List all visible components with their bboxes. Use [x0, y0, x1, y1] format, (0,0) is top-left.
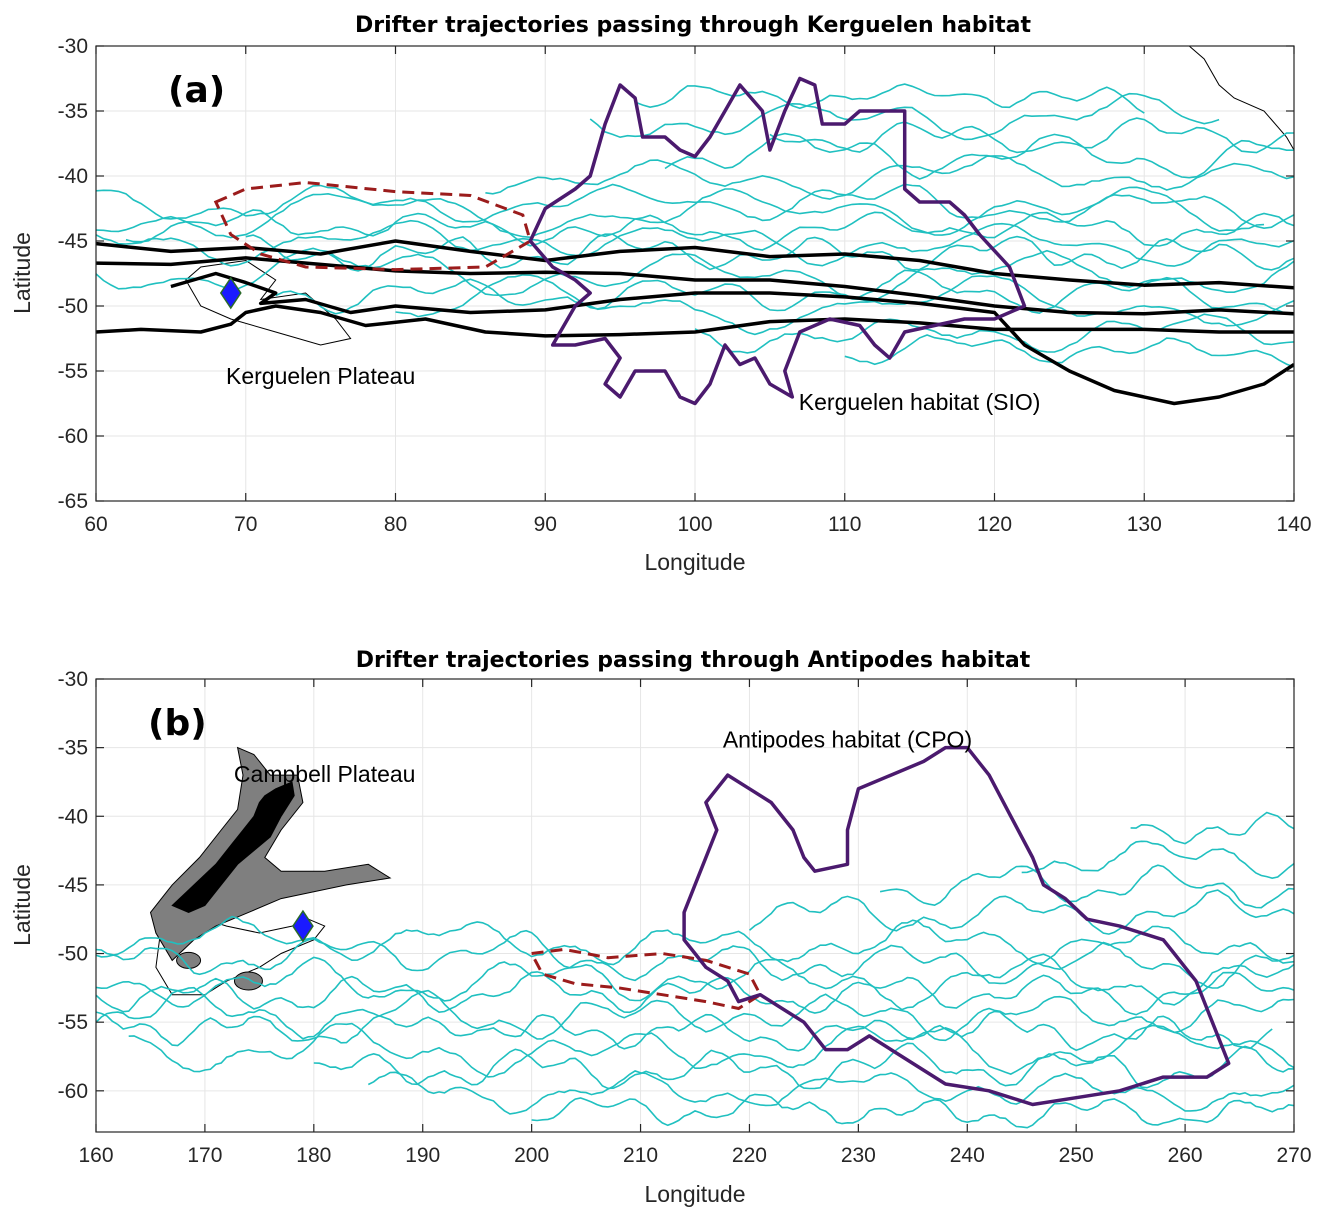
dashed-loop	[213, 180, 533, 272]
panel-b-ticks: 160 170 180 190 200 210 220 230 240 250 260 270 -30 -…	[58, 668, 1312, 1167]
y-tick-label: -40	[58, 805, 88, 828]
x-tick-label: 230	[841, 1144, 876, 1167]
panel-b-annotation-habitat: Antipodes habitat (CPO)	[723, 727, 972, 753]
drifter-track	[589, 92, 1220, 141]
y-tick-label: -35	[58, 737, 88, 760]
front-2	[96, 256, 1294, 316]
new-zealand-land	[171, 781, 295, 913]
x-tick-label: 110	[828, 513, 861, 536]
shelf-island	[233, 971, 263, 991]
panel-b-annotation-plateau: Campbell Plateau	[234, 761, 416, 787]
x-tick-label: 260	[1168, 1144, 1203, 1167]
y-tick-label: -50	[58, 295, 88, 318]
y-tick-label: -55	[58, 360, 88, 383]
panel-b-plot-area	[96, 745, 1294, 1129]
drifter-track	[879, 864, 1294, 909]
x-tick-label: 190	[405, 1144, 440, 1167]
drifter-track	[694, 313, 1294, 354]
y-tick-label: -60	[58, 425, 88, 448]
shelf-island	[176, 951, 202, 969]
drifter-track	[128, 1022, 1294, 1078]
front-1	[96, 239, 1294, 290]
drifter-track	[275, 269, 1294, 316]
x-tick-label: 140	[1276, 513, 1311, 536]
x-tick-label: 120	[977, 513, 1012, 536]
panel-b-axes-frame	[95, 678, 1295, 1133]
x-tick-label: 100	[677, 513, 712, 536]
panel-a-annotation-habitat: Kerguelen habitat (SIO)	[799, 389, 1041, 415]
x-tick-label: 80	[384, 513, 407, 536]
y-tick-label: -65	[58, 490, 88, 513]
coast-outline	[1188, 46, 1294, 151]
y-tick-label: -50	[58, 943, 88, 966]
drifter-track	[96, 929, 1294, 989]
x-tick-label: 70	[234, 513, 257, 536]
drifter-track	[748, 889, 1294, 935]
panel-a-ylabel: Latitude	[9, 232, 35, 314]
drifter-track	[769, 117, 1294, 154]
drifter-track	[664, 132, 1294, 180]
panel-b-chart: Drifter trajectories passing through Ant…	[9, 648, 1312, 1207]
panel-b-title: Drifter trajectories passing through Ant…	[356, 648, 1031, 673]
y-tick-label: -55	[58, 1011, 88, 1034]
panel-a-chart: Drifter trajectories passing through Ker…	[9, 13, 1312, 575]
panel-a-label: (a)	[168, 70, 225, 111]
dashed-loop	[529, 947, 763, 1011]
y-tick-label: -60	[58, 1080, 88, 1103]
habitat-outline	[528, 76, 1027, 406]
x-tick-label: 240	[950, 1144, 985, 1167]
drifter-track	[245, 233, 1294, 272]
drifter-track	[634, 83, 1145, 114]
x-tick-label: 250	[1059, 1144, 1094, 1167]
panel-a-plot-area	[96, 46, 1294, 406]
habitat-outline	[682, 745, 1231, 1107]
y-tick-label: -35	[58, 100, 88, 123]
drifter-track	[313, 1042, 1294, 1090]
drifter-track	[1021, 840, 1294, 880]
panel-a-title: Drifter trajectories passing through Ker…	[355, 13, 1032, 38]
drifter-track	[125, 209, 1294, 251]
x-tick-label: 90	[534, 513, 557, 536]
x-tick-label: 210	[623, 1144, 658, 1167]
drifter-track	[96, 971, 1294, 1016]
y-tick-label: -40	[58, 165, 88, 188]
x-tick-label: 200	[514, 1144, 549, 1167]
drifter-track	[1130, 811, 1294, 845]
drifter-track	[485, 155, 1294, 200]
panel-b-xlabel: Longitude	[644, 1181, 745, 1207]
x-tick-label: 60	[84, 513, 107, 536]
x-tick-label: 270	[1276, 1144, 1311, 1167]
y-tick-label: -45	[58, 874, 88, 897]
y-tick-label: -30	[58, 35, 88, 58]
drifter-track	[96, 186, 1265, 239]
panel-a-xlabel: Longitude	[644, 549, 745, 575]
drifter-track	[531, 1093, 1294, 1129]
y-tick-label: -30	[58, 668, 88, 691]
x-tick-label: 220	[732, 1144, 767, 1167]
shelf-area	[149, 746, 392, 962]
drifter-track	[96, 986, 1294, 1042]
panel-b-ylabel: Latitude	[9, 864, 35, 946]
drifter-track	[367, 1070, 1294, 1115]
station-diamond-marker	[219, 276, 242, 310]
x-tick-label: 130	[1127, 513, 1162, 536]
panel-b-label: (b)	[148, 703, 207, 744]
x-tick-label: 180	[296, 1144, 331, 1167]
drifter-track	[96, 1010, 1273, 1052]
x-tick-label: 160	[78, 1144, 113, 1167]
drifter-track	[844, 334, 1294, 368]
panel-a-grid	[95, 45, 1295, 502]
y-tick-label: -45	[58, 230, 88, 253]
drifter-track	[395, 274, 1294, 336]
x-tick-label: 170	[187, 1144, 222, 1167]
panel-a-ticks: 60 70 80 90 100 110 120 130 140 -30 -35 -40 -45 -50 -5…	[58, 35, 1312, 536]
drifter-track	[96, 915, 1294, 966]
station-diamond-marker	[292, 909, 314, 943]
drifter-track	[96, 219, 1294, 267]
panel-a-annotation-plateau: Kerguelen Plateau	[226, 363, 415, 389]
front-3	[96, 304, 1294, 338]
front-4	[170, 271, 1294, 406]
